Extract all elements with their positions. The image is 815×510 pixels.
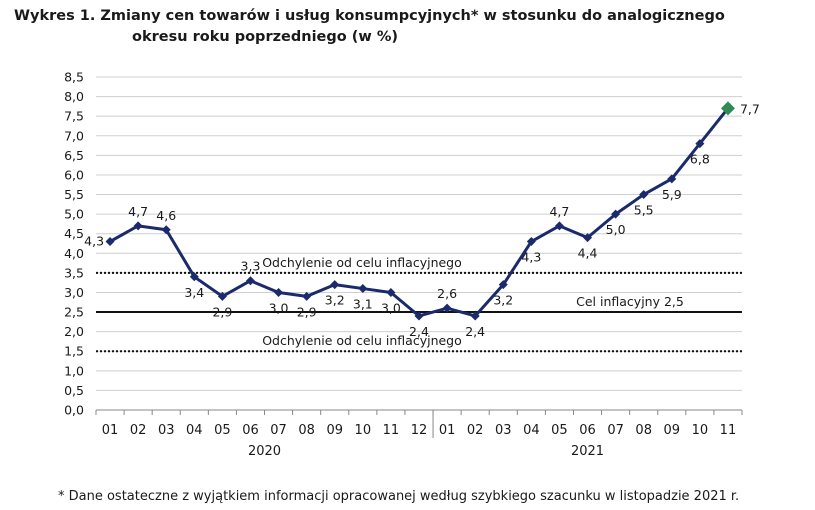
y-tick-label: 2,0 [64, 324, 84, 339]
chart-title-line1: Wykres 1. Zmiany cen towarów i usług kon… [14, 8, 725, 24]
x-tick-label: 11 [720, 423, 737, 438]
y-tick-label: 5,5 [64, 187, 84, 202]
data-point [414, 311, 424, 321]
data-label: 4,3 [521, 250, 541, 265]
data-label: 2,4 [409, 324, 429, 339]
x-tick-label: 04 [186, 423, 203, 438]
data-point [583, 233, 593, 243]
y-tick-label: 0,5 [64, 383, 84, 398]
data-point [105, 237, 115, 247]
chart-title-line2: okresu roku poprzedniego (w %) [132, 29, 398, 45]
x-tick-label: 01 [439, 423, 456, 438]
data-point [611, 209, 621, 219]
y-tick-label: 6,5 [64, 148, 84, 163]
inflation-target-label: Cel inflacyjny 2,5 [576, 294, 684, 309]
x-tick-label: 06 [242, 423, 259, 438]
x-tick-label: 07 [607, 423, 624, 438]
x-tick-label: 11 [383, 423, 400, 438]
x-tick-label: 02 [130, 423, 147, 438]
chart-title: Wykres 1. Zmiany cen towarów i usług kon… [14, 6, 725, 48]
data-label: 2,9 [297, 304, 317, 319]
data-label: 4,7 [549, 204, 569, 219]
x-tick-label: 08 [635, 423, 652, 438]
data-label: 4,4 [578, 246, 598, 261]
y-tick-label: 1,0 [64, 363, 84, 378]
data-label: 6,8 [690, 152, 710, 167]
data-label: 3,3 [241, 259, 261, 274]
data-point [554, 221, 564, 231]
data-point [358, 284, 368, 294]
x-tick-label: 03 [158, 423, 175, 438]
data-point [302, 291, 312, 301]
data-point [245, 276, 255, 286]
x-tick-label: 10 [355, 423, 372, 438]
data-label: 3,2 [325, 293, 345, 308]
x-tick-label: 09 [326, 423, 343, 438]
y-tick-label: 7,5 [64, 109, 84, 124]
year-label: 2020 [248, 444, 281, 459]
y-tick-label: 7,0 [64, 128, 84, 143]
x-tick-label: 09 [664, 423, 681, 438]
data-point [720, 101, 735, 116]
data-point [189, 272, 199, 282]
data-label: 4,3 [84, 234, 104, 249]
x-tick-label: 10 [692, 423, 709, 438]
data-point [639, 190, 649, 200]
data-point [442, 303, 452, 313]
data-label: 5,0 [606, 222, 626, 237]
data-label: 4,6 [156, 208, 176, 223]
data-point [667, 174, 677, 184]
y-tick-label: 2,5 [64, 305, 84, 320]
x-tick-label: 06 [579, 423, 596, 438]
y-tick-label: 6,0 [64, 167, 84, 182]
x-tick-label: 02 [467, 423, 484, 438]
y-tick-label: 0,0 [64, 403, 84, 418]
y-tick-label: 8,0 [64, 89, 84, 104]
y-tick-label: 3,0 [64, 285, 84, 300]
y-tick-label: 4,5 [64, 226, 84, 241]
x-tick-label: 04 [523, 423, 540, 438]
x-tick-label: 03 [495, 423, 512, 438]
data-label: 2,9 [212, 304, 232, 319]
data-label: 5,9 [662, 187, 682, 202]
data-point [274, 287, 284, 297]
y-tick-label: 3,5 [64, 265, 84, 280]
data-label: 7,7 [740, 101, 760, 116]
x-tick-label: 08 [298, 423, 315, 438]
y-tick-label: 8,5 [64, 70, 84, 85]
tolerance-band-label: Odchylenie od celu inflacyjnego [262, 255, 462, 270]
data-label: 3,0 [269, 300, 289, 315]
data-point [386, 287, 396, 297]
data-point [695, 139, 705, 149]
data-label: 3,2 [493, 293, 513, 308]
line-chart: 0,0 0,5 1,0 1,5 2,0 2,5 3,0 3,5 4,0 4,5 5,0 5,5 6,0 6… [64, 70, 760, 460]
y-tick-label: 5,0 [64, 207, 84, 222]
data-point [526, 237, 536, 247]
data-label: 4,7 [128, 204, 148, 219]
year-label: 2021 [571, 444, 604, 459]
data-point [161, 225, 171, 235]
data-label: 3,0 [381, 300, 401, 315]
data-point [470, 311, 480, 321]
x-tick-label: 05 [214, 423, 231, 438]
x-tick-label: 12 [411, 423, 428, 438]
data-label: 3,1 [353, 297, 373, 312]
y-tick-label: 4,0 [64, 246, 84, 261]
data-label: 3,4 [184, 285, 204, 300]
data-point [498, 280, 508, 290]
data-point [133, 221, 143, 231]
data-label: 2,4 [465, 324, 485, 339]
x-tick-label: 05 [551, 423, 568, 438]
x-tick-label: 01 [102, 423, 119, 438]
data-point [217, 291, 227, 301]
data-label: 2,6 [437, 286, 457, 301]
data-point [330, 280, 340, 290]
tolerance-band-label: Odchylenie od celu inflacyjnego [262, 333, 462, 348]
x-tick-label: 07 [270, 423, 287, 438]
footnote: * Dane ostateczne z wyjątkiem informacji… [58, 489, 740, 504]
y-tick-label: 1,5 [64, 344, 84, 359]
data-label: 5,5 [634, 203, 654, 218]
